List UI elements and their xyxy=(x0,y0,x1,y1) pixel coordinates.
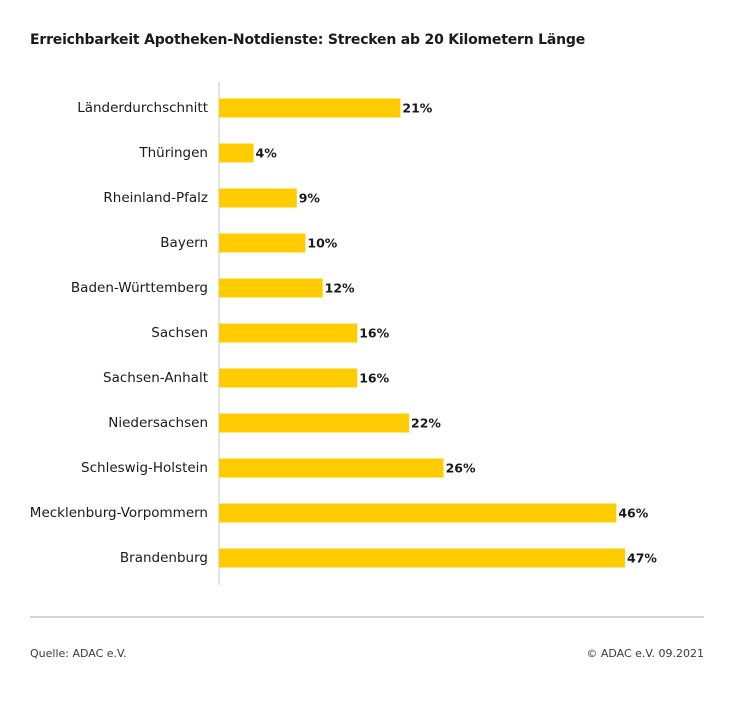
category-label: Sachsen xyxy=(151,325,208,341)
value-label: 26% xyxy=(446,461,476,476)
footer-divider xyxy=(30,616,704,618)
category-label: Bayern xyxy=(160,235,208,251)
value-label: 22% xyxy=(411,416,441,431)
bar xyxy=(219,503,617,523)
category-label: Rheinland-Pfalz xyxy=(103,190,208,206)
chart-title: Erreichbarkeit Apotheken-Notdienste: Str… xyxy=(30,32,586,48)
category-label: Baden-Württemberg xyxy=(71,280,208,296)
bar xyxy=(219,368,358,388)
category-label: Schleswig-Holstein xyxy=(81,460,208,476)
bar xyxy=(219,278,323,298)
source-note: Quelle: ADAC e.V. xyxy=(30,647,127,660)
value-label: 16% xyxy=(359,371,389,386)
category-label: Brandenburg xyxy=(120,550,208,566)
value-label: 12% xyxy=(325,281,355,296)
value-label: 21% xyxy=(402,101,432,116)
value-label: 4% xyxy=(256,146,278,161)
copyright-note: © ADAC e.V. 09.2021 xyxy=(586,647,704,660)
category-label: Mecklenburg-Vorpommern xyxy=(30,505,208,521)
category-label: Sachsen-Anhalt xyxy=(103,370,208,386)
category-label: Länderdurchschnitt xyxy=(77,100,208,116)
value-label: 9% xyxy=(299,191,321,206)
bar xyxy=(219,188,297,208)
value-label: 10% xyxy=(307,236,337,251)
bar xyxy=(219,233,306,253)
value-label: 16% xyxy=(359,326,389,341)
bar xyxy=(219,143,254,163)
bar xyxy=(219,548,625,568)
bar xyxy=(219,98,401,118)
bar xyxy=(219,323,358,343)
category-label: Niedersachsen xyxy=(108,415,208,431)
category-label: Thüringen xyxy=(138,145,208,161)
value-label: 46% xyxy=(618,506,648,521)
bar xyxy=(219,413,410,433)
value-label: 47% xyxy=(627,551,657,566)
bar xyxy=(219,458,444,478)
